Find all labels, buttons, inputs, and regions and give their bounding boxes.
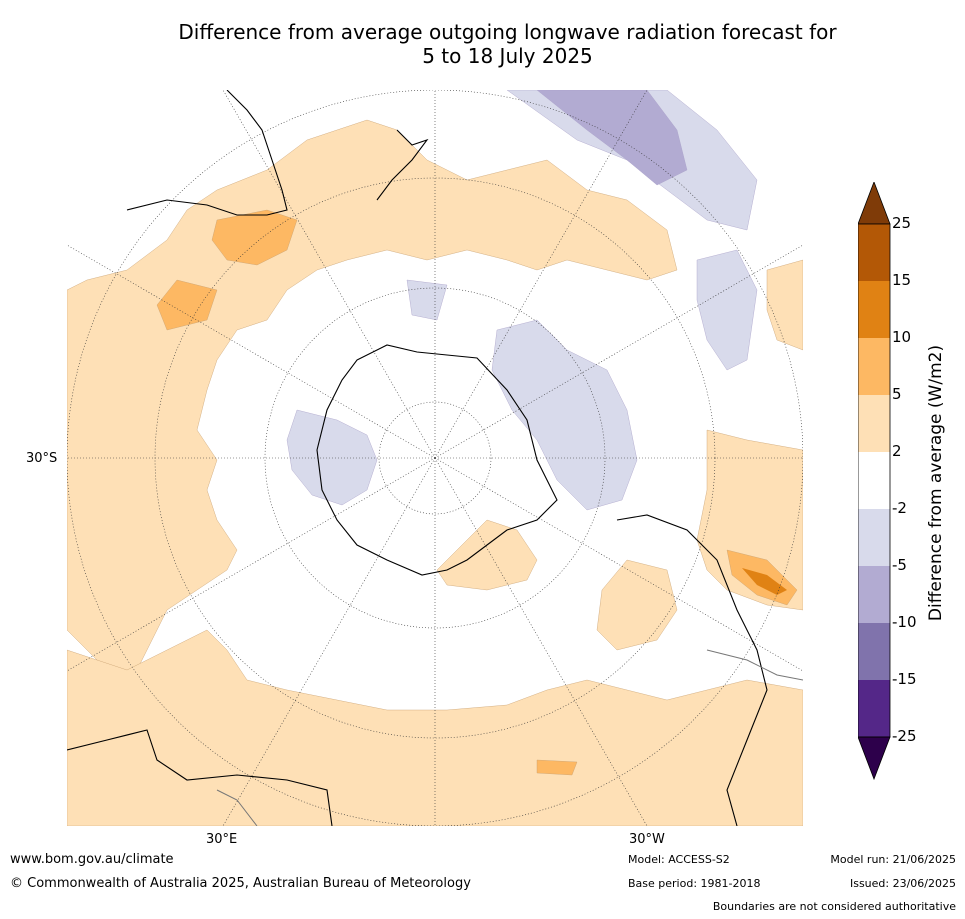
colorbar-bin-m25-m15 [858,680,890,737]
boundaries-disclaimer: Boundaries are not considered authoritat… [712,900,956,913]
colorbar-tick: 2 [892,442,902,460]
map-canvas [67,90,803,826]
colorbar-bin-10-15 [858,281,890,338]
latitude-label-30s: 30°S [26,451,58,466]
colorbar-bin-15-25 [858,224,890,281]
colorbar-tick: -15 [892,670,917,688]
colorbar: 25 15 10 5 2 -2 -5 -10 -15 -25 [857,180,958,782]
africa-coast [67,729,333,826]
antarctica-coast [316,344,558,576]
australia-coast [126,90,288,216]
base-period: Base period: 1981-2018 [628,877,761,890]
colorbar-tick: -10 [892,613,917,631]
model-name: Model: ACCESS-S2 [628,853,730,866]
source-url: www.bom.gov.au/climate [10,852,174,867]
title-line-1: Difference from average outgoing longwav… [178,20,837,44]
country-borders [216,649,803,826]
chart-title: Difference from average outgoing longwav… [0,20,965,68]
new-zealand-coast [376,129,429,201]
colorbar-bin-2-5 [858,395,890,452]
colorbar-bin-m2-2 [858,452,890,509]
colorbar-bin-m10-m5 [858,566,890,623]
issued-date: Issued: 23/06/2025 [849,877,956,890]
coastlines [67,90,768,826]
colorbar-tick: -25 [892,727,917,745]
colorbar-swatches [857,180,891,781]
copyright-text: © Commonwealth of Australia 2025, Austra… [10,876,471,891]
south-america-coast [616,514,768,826]
longitude-label-30w: 30°W [629,832,665,847]
meridians [67,90,803,826]
polar-map [67,90,803,826]
anomaly-fill-10-15 [742,568,787,595]
colorbar-tick: -2 [892,499,907,517]
colorbar-label: Difference from average (W/m2) [926,344,946,622]
colorbar-bin-m15-m10 [858,623,890,680]
anomaly-fill-m10-m5 [536,90,688,186]
colorbar-tick: 10 [892,328,912,346]
colorbar-over-triangle [857,180,891,225]
colorbar-tick: 5 [892,385,902,403]
colorbar-tick: 25 [892,214,912,232]
colorbar-tick: 15 [892,271,912,289]
colorbar-tick: -5 [892,556,907,574]
longitude-label-30e: 30°E [206,832,238,847]
model-run-date: Model run: 21/06/2025 [830,853,956,866]
colorbar-under-triangle [857,736,891,781]
colorbar-bin-m5-m2 [858,509,890,566]
title-line-2: 5 to 18 July 2025 [422,44,593,68]
colorbar-bin-5-10 [858,338,890,395]
